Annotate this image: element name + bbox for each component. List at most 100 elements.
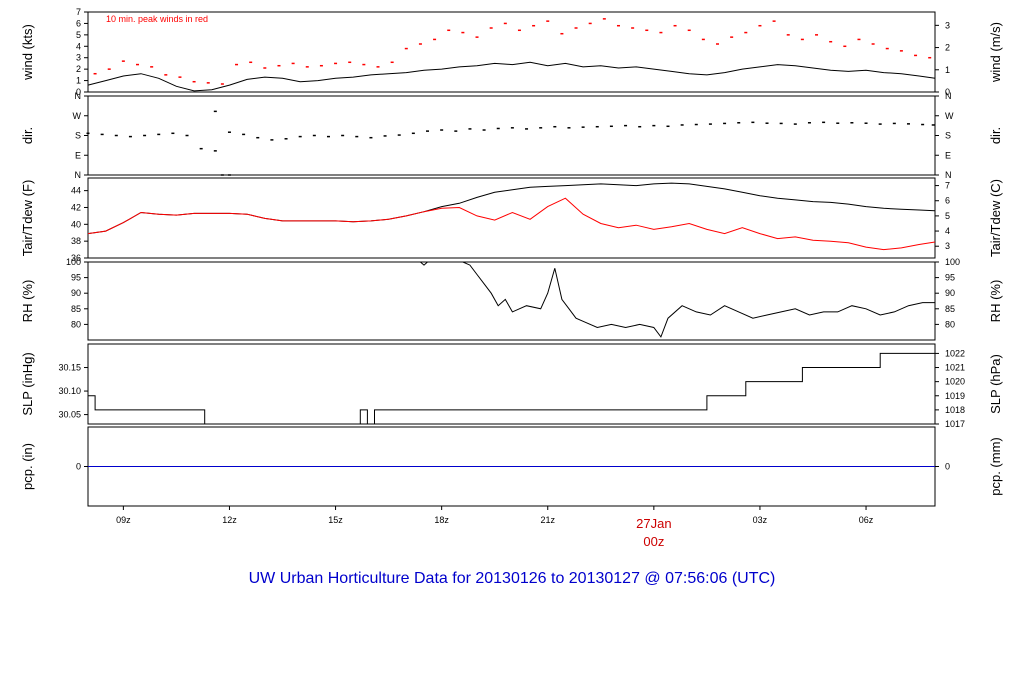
dir-point	[892, 122, 896, 125]
dir-point	[765, 122, 769, 124]
temp-left-tick-label: 38	[71, 236, 81, 246]
dir-point	[213, 110, 217, 113]
wind-point	[475, 36, 479, 38]
dir-point	[807, 122, 811, 124]
dir-point	[199, 147, 203, 150]
wind-point	[220, 83, 224, 85]
wind-point	[206, 82, 210, 84]
wind-point	[150, 66, 154, 68]
dir-point	[878, 123, 882, 125]
rh-right-tick-label: 85	[945, 304, 955, 314]
dir-point	[440, 129, 444, 131]
wind-point	[291, 62, 295, 65]
wind-point	[843, 45, 847, 48]
dir-point	[114, 134, 118, 137]
dir-right-tick-label: E	[945, 150, 951, 160]
dir-point	[143, 134, 147, 137]
dir-point	[906, 123, 910, 125]
pcp-left-tick-label: 0	[76, 462, 81, 472]
dir-left-tick-label: W	[73, 111, 82, 121]
wind-point	[334, 62, 338, 65]
dir-point	[921, 123, 925, 126]
wind-point	[305, 66, 309, 68]
wind-point	[164, 74, 168, 76]
dir-point	[694, 123, 698, 126]
wind-point	[546, 20, 550, 22]
rh-left-tick-label: 95	[71, 273, 81, 283]
dir-frame	[87, 95, 936, 176]
dir-point	[539, 127, 543, 129]
time-tick-label: 06z	[859, 515, 874, 525]
dir-left-tick-label: N	[75, 91, 82, 101]
wind-frame	[87, 11, 936, 93]
wind-point	[602, 18, 606, 20]
dir-point	[708, 123, 712, 125]
wind-right-tick-label: 0	[945, 87, 950, 97]
pcp-panel: 0 0 pcp. (in) pcp. (mm)	[20, 426, 1003, 507]
dir-point	[666, 125, 670, 128]
rh-right-tick-label: 95	[945, 273, 955, 283]
wind-point	[616, 24, 620, 27]
slp-left-tick-label: 30.05	[58, 410, 81, 420]
dir-point	[355, 135, 359, 138]
dir-point	[723, 122, 727, 125]
time-tick-label: 21z	[540, 515, 555, 525]
dir-point	[312, 134, 316, 137]
temp-panel: 36 38 40 42 44 3 4 5 6 7 Tair/Tdew (F) Tair/Tdew (C…	[20, 177, 1003, 263]
dir-point	[567, 127, 571, 129]
dir-point	[185, 134, 189, 137]
wind-point	[136, 63, 140, 66]
wind-point	[744, 31, 748, 34]
dir-point	[326, 135, 330, 138]
dir-right-axis-label: dir.	[988, 127, 1003, 144]
temp-series-line-1	[87, 197, 936, 251]
dir-left-axis-label: dir.	[20, 127, 35, 144]
time-axis: 09z 12z 15z 18z 21z 03z 06z 27Jan 00z	[116, 506, 874, 549]
wind-point	[93, 72, 97, 75]
wind-point	[914, 54, 918, 57]
dir-right-tick-label: W	[945, 111, 954, 121]
wind-point	[433, 38, 437, 41]
wind-left-tick-label: 4	[76, 41, 81, 51]
temp-right-tick-label: 4	[945, 226, 950, 236]
wind-point	[319, 64, 323, 67]
wind-left-tick-label: 2	[76, 64, 81, 74]
dir-point	[284, 138, 288, 140]
temp-left-tick-label: 42	[71, 202, 81, 212]
dir-point	[242, 133, 246, 136]
wind-point	[489, 27, 493, 29]
temp-series-line-0	[87, 182, 936, 235]
temp-left-tick-label: 36	[71, 253, 81, 263]
slp-right-tick-label: 1022	[945, 348, 965, 358]
time-tick-label: 12z	[222, 515, 237, 525]
dir-point	[553, 125, 557, 128]
slp-panel: 30.05 30.10 30.15 1017 1018 1019 1020 1021 1022 S…	[20, 343, 1003, 429]
rh-right-tick-label: 80	[945, 319, 955, 329]
slp-left-tick-label: 30.15	[58, 363, 81, 373]
wind-point	[362, 63, 366, 66]
rh-right-axis-label: RH (%)	[988, 280, 1003, 323]
rh-right-tick-label: 90	[945, 288, 955, 298]
wind-point	[574, 27, 578, 29]
rh-left-axis-label: RH (%)	[20, 280, 35, 323]
wind-point	[631, 27, 635, 29]
time-tick-label: 09z	[116, 515, 131, 525]
rh-left-tick-label: 90	[71, 288, 81, 298]
dir-point	[652, 124, 656, 127]
dir-point	[100, 133, 104, 136]
wind-point	[503, 22, 507, 25]
wind-point	[758, 24, 762, 27]
time-tick-label: 18z	[434, 515, 449, 525]
dir-point	[779, 122, 783, 125]
wind-left-tick-label: 6	[76, 18, 81, 28]
dir-point	[128, 135, 132, 138]
wind-point	[447, 29, 451, 32]
dir-point	[864, 122, 868, 124]
pcp-left-axis-label: pcp. (in)	[20, 443, 35, 490]
wind-point	[404, 47, 408, 50]
dir-point	[793, 123, 797, 125]
dir-point	[624, 124, 628, 127]
slp-left-tick-label: 30.10	[58, 386, 81, 396]
wind-point	[772, 20, 776, 22]
